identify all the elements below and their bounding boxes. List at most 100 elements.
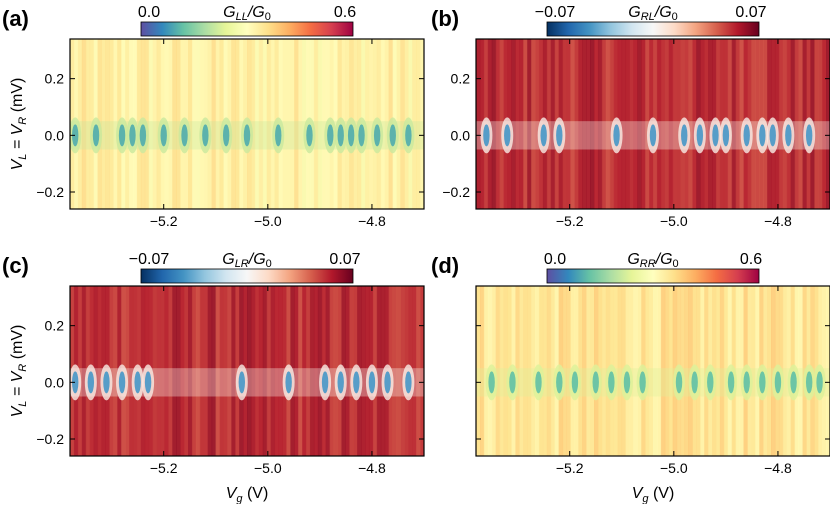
- heatmap-stripe: [578, 39, 583, 209]
- colorbar-title: GLR/G0: [222, 251, 272, 270]
- resonance-peak: [118, 124, 126, 147]
- heatmap-stripe: [656, 39, 662, 209]
- colorbar-max-label: 0.6: [334, 4, 356, 21]
- colorbar-max-label: 0.07: [735, 4, 766, 21]
- heatmap-stripe: [420, 286, 424, 456]
- heatmap-stripe: [479, 286, 485, 456]
- resonance-peak: [72, 371, 79, 394]
- heatmap-stripe: [109, 286, 114, 456]
- heatmap-stripe: [586, 39, 591, 209]
- heatmap-stripe: [818, 39, 823, 209]
- heatmap-stripe: [258, 286, 264, 456]
- colorbar-min-label: −0.07: [535, 4, 576, 21]
- resonance-peak: [118, 371, 126, 394]
- heatmap-stripe: [826, 286, 830, 456]
- heatmap-stripe: [93, 286, 99, 456]
- y-tick-label: −0.2: [36, 431, 64, 447]
- heatmap-stripe: [309, 286, 315, 456]
- colorbar: [546, 21, 760, 37]
- resonance-peak: [306, 124, 313, 147]
- heatmap-stripe: [483, 286, 489, 456]
- y-axis-label: VL = VR (mV): [9, 78, 29, 171]
- heatmap-stripe: [400, 286, 405, 456]
- heatmap-stripe: [152, 286, 158, 456]
- panel-label: (b): [431, 6, 459, 31]
- colorbar-title: GRR/G0: [627, 251, 678, 270]
- heatmap-stripe: [527, 286, 532, 456]
- colorbar-title: GRL/G0: [628, 4, 678, 23]
- colorbar-min-label: 0.0: [544, 251, 566, 268]
- heatmap-stripe: [527, 39, 532, 209]
- x-tick-label: −5.2: [150, 213, 178, 229]
- heatmap-stripe: [349, 286, 354, 456]
- heatmap-stripe: [653, 286, 658, 456]
- heatmap-stripe: [278, 286, 283, 456]
- colorbar: [546, 268, 760, 284]
- heatmap-stripe: [140, 286, 146, 456]
- heatmap-stripe: [586, 286, 591, 456]
- heatmap-stripe: [767, 286, 772, 456]
- heatmap-stripe: [191, 39, 197, 209]
- heatmap-stripe: [668, 39, 674, 209]
- heatmap-stripe: [250, 286, 256, 456]
- resonance-peak: [805, 124, 813, 147]
- heatmap-stripe: [266, 39, 272, 209]
- heatmap-stripe: [523, 39, 528, 209]
- resonance-peak: [727, 371, 735, 394]
- resonance-peak: [816, 371, 823, 394]
- heatmap-stripe: [294, 286, 299, 456]
- heatmap-stripe: [664, 286, 670, 456]
- heatmap-stripe: [503, 286, 509, 456]
- heatmap-stripe: [105, 39, 110, 209]
- resonance-peak: [222, 124, 230, 147]
- heatmap-stripe: [321, 39, 327, 209]
- x-tick-label: −5.0: [254, 460, 282, 476]
- heatmap-stripe: [578, 286, 583, 456]
- resonance-peak: [623, 371, 631, 394]
- heatmap-stripe: [633, 39, 638, 209]
- y-tick-label: −0.2: [36, 184, 64, 200]
- heatmap-stripe: [476, 39, 481, 209]
- heatmap-stripe: [368, 39, 374, 209]
- heatmap-stripe: [329, 286, 335, 456]
- resonance-peak: [556, 124, 563, 147]
- heatmap-stripe: [207, 286, 213, 456]
- heatmap-stripe: [333, 39, 339, 209]
- heatmap-stripe: [290, 39, 295, 209]
- heatmap-stripe: [298, 286, 303, 456]
- heatmap-stripe: [550, 286, 556, 456]
- heatmap-stripe: [81, 286, 87, 456]
- heatmap-stripe: [113, 39, 118, 209]
- heatmap-stripe: [412, 39, 417, 209]
- heatmap-stripe: [384, 39, 390, 209]
- heatmap-stripe: [365, 39, 370, 209]
- resonance-peak: [556, 371, 563, 394]
- heatmap-stripe: [396, 286, 401, 456]
- heatmap-stripe: [511, 39, 516, 209]
- colorbar-max-label: 0.07: [329, 251, 360, 268]
- resonance-peak: [321, 371, 329, 394]
- heatmap-stripe: [704, 39, 709, 209]
- heatmap-stripe: [542, 286, 548, 456]
- heatmap-stripe: [125, 39, 130, 209]
- resonance-peak: [87, 371, 95, 394]
- y-tick-label: 0.0: [45, 127, 65, 143]
- heatmap-stripe: [420, 39, 424, 209]
- heatmap-stripe: [199, 286, 205, 456]
- resonance-peak: [405, 371, 412, 394]
- heatmap-stripe: [262, 286, 268, 456]
- heatmap-stripe: [676, 39, 682, 209]
- heatmap-stripe: [416, 39, 421, 209]
- heatmap-stripe: [582, 39, 587, 209]
- resonance-peak: [759, 124, 766, 147]
- resonance-peak: [649, 124, 657, 147]
- heatmap-stripe: [129, 286, 134, 456]
- heatmap-area: [70, 39, 424, 209]
- resonance-peak: [774, 371, 782, 394]
- resonance-peak: [509, 371, 516, 394]
- heatmap-stripe: [684, 286, 689, 456]
- heatmap-stripe: [270, 286, 276, 456]
- heatmap-stripe: [148, 39, 154, 209]
- heatmap-stripe: [739, 286, 745, 456]
- heatmap-stripe: [672, 39, 678, 209]
